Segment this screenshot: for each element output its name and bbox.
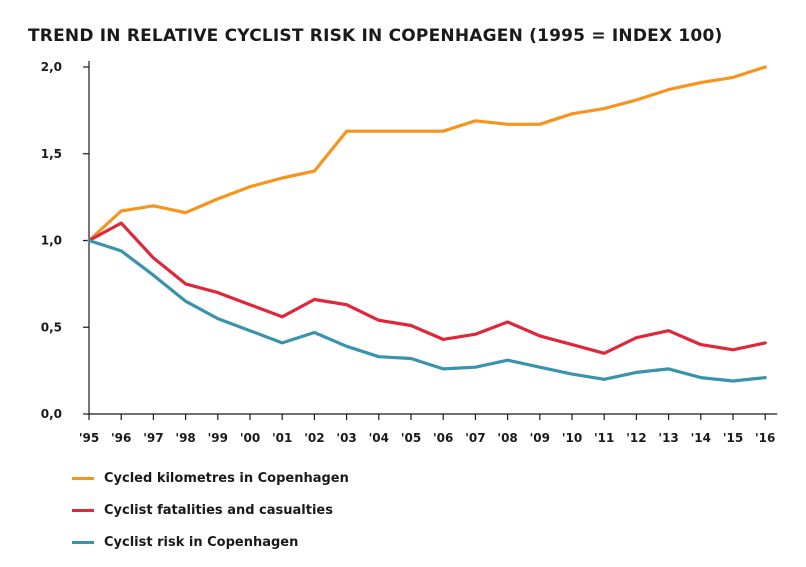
legend-item-kilometres: Cycled kilometres in Copenhagen bbox=[72, 462, 349, 494]
legend-item-casualties: Cyclist fatalities and casualties bbox=[72, 494, 349, 526]
legend-label-casualties: Cyclist fatalities and casualties bbox=[104, 502, 333, 518]
series-layer bbox=[87, 65, 767, 383]
x-tick-label: '07 bbox=[465, 431, 485, 445]
legend-swatch-risk bbox=[72, 540, 94, 544]
legend-item-risk: Cyclist risk in Copenhagen bbox=[72, 526, 349, 558]
x-tick-label: '04 bbox=[369, 431, 389, 445]
legend: Cycled kilometres in Copenhagen Cyclist … bbox=[72, 462, 349, 558]
axes bbox=[83, 61, 778, 420]
x-tick-label: '01 bbox=[272, 431, 292, 445]
x-tick-label: '11 bbox=[594, 431, 614, 445]
x-tick-label: '08 bbox=[497, 431, 517, 445]
x-tick-label: '16 bbox=[755, 431, 775, 445]
x-tick-label: '95 bbox=[79, 431, 99, 445]
x-tick-label: '99 bbox=[208, 431, 228, 445]
legend-swatch-kilometres bbox=[72, 476, 94, 480]
y-tick-label: 2,0 bbox=[41, 60, 62, 74]
x-tick-label: '15 bbox=[723, 431, 743, 445]
y-tick-label: 0,5 bbox=[41, 320, 62, 334]
x-tick-label: '00 bbox=[240, 431, 260, 445]
x-tick-label: '96 bbox=[111, 431, 131, 445]
chart-title: TREND IN RELATIVE CYCLIST RISK IN COPENH… bbox=[28, 26, 723, 46]
tick-labels: '95 '96 '97 '98 '99 '00 '01 '02 '03 '04 '05 '06 '07 '… bbox=[41, 60, 776, 445]
x-tick-label: '98 bbox=[175, 431, 195, 445]
x-tick-label: '02 bbox=[304, 431, 324, 445]
x-tick-label: '09 bbox=[530, 431, 550, 445]
series-line-casualties bbox=[87, 221, 767, 355]
x-tick-label: '10 bbox=[562, 431, 582, 445]
x-tick-label: '13 bbox=[658, 431, 678, 445]
x-tick-label: '03 bbox=[336, 431, 356, 445]
x-tick-label: '05 bbox=[401, 431, 421, 445]
y-tick-label: 0,0 bbox=[41, 407, 62, 421]
x-tick-label: '12 bbox=[626, 431, 646, 445]
legend-label-kilometres: Cycled kilometres in Copenhagen bbox=[104, 470, 349, 486]
x-tick-label: '14 bbox=[691, 431, 711, 445]
legend-swatch-casualties bbox=[72, 508, 94, 512]
y-tick-label: 1,0 bbox=[41, 234, 62, 248]
series-line-kilometres bbox=[87, 65, 767, 243]
legend-label-risk: Cyclist risk in Copenhagen bbox=[104, 534, 299, 550]
x-tick-label: '97 bbox=[143, 431, 163, 445]
x-tick-label: '06 bbox=[433, 431, 453, 445]
series-line-risk bbox=[87, 238, 767, 383]
y-tick-label: 1,5 bbox=[41, 147, 62, 161]
